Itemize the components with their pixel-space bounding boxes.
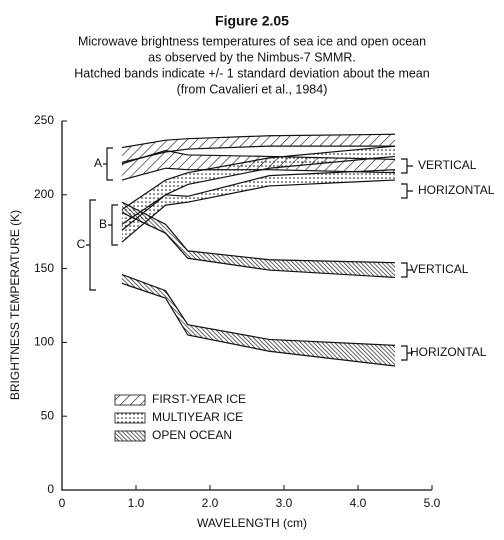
band-edge xyxy=(121,282,396,367)
y-tick-label: 100 xyxy=(34,335,54,349)
annotation: VERTICAL xyxy=(418,158,477,172)
band-edge xyxy=(121,201,396,264)
band-fill xyxy=(121,169,395,243)
bracket-label: B xyxy=(99,217,107,231)
band-edge xyxy=(121,167,396,181)
band-fill xyxy=(121,134,395,163)
y-tick-label: 250 xyxy=(34,113,54,127)
band-fill xyxy=(121,146,395,231)
chart-title: Figure 2.05 xyxy=(215,13,289,29)
x-tick-label: 4.0 xyxy=(350,496,367,510)
x-axis-label: WAVELENGTH (cm) xyxy=(197,516,307,530)
band-edge xyxy=(121,133,396,149)
subtitle: (from Cavalieri et al., 1984) xyxy=(177,82,328,96)
subtitle: Microwave brightness temperatures of sea… xyxy=(78,34,426,48)
y-tick-label: 200 xyxy=(34,187,54,201)
legend-label: OPEN OCEAN xyxy=(152,428,232,442)
x-tick-label: 0 xyxy=(59,496,66,510)
annotation-bracket xyxy=(401,345,413,361)
annotation-bracket xyxy=(401,262,413,278)
annotation: VERTICAL xyxy=(410,262,469,276)
legend-swatch xyxy=(114,394,146,406)
band-edge xyxy=(121,211,396,279)
legend-swatch xyxy=(114,430,146,442)
subtitle: as observed by the Nimbus-7 SMMR. xyxy=(148,50,356,64)
legend-label: MULTIYEAR ICE xyxy=(152,410,243,424)
bracket-label: C xyxy=(77,237,86,251)
band-edge xyxy=(121,273,396,346)
y-tick-label: 150 xyxy=(34,261,54,275)
subtitle: Hatched bands indicate +/- 1 standard de… xyxy=(74,66,429,80)
band-fill xyxy=(121,274,395,367)
annotation: HORIZONTAL xyxy=(410,345,487,359)
legend-swatch xyxy=(114,412,146,424)
y-tick-label: 50 xyxy=(41,408,55,422)
annotation: HORIZONTAL xyxy=(418,183,495,197)
x-tick-label: 2.0 xyxy=(202,496,219,510)
y-axis-label: BRIGHTNESS TEMPERATURE (K) xyxy=(8,210,22,400)
x-tick-label: 5.0 xyxy=(424,496,441,510)
band-edge xyxy=(121,169,396,225)
annotation-bracket xyxy=(401,183,413,199)
bracket xyxy=(103,147,113,181)
band-fill xyxy=(121,202,395,278)
x-tick-label: 3.0 xyxy=(276,496,293,510)
bracket-label: A xyxy=(94,156,102,170)
bracket xyxy=(86,199,96,291)
annotation-bracket xyxy=(401,158,413,174)
band-edge xyxy=(121,145,396,211)
x-tick-label: 1.0 xyxy=(128,496,145,510)
y-tick-label: 0 xyxy=(47,482,54,496)
legend-label: FIRST-YEAR ICE xyxy=(152,392,246,406)
bracket xyxy=(108,204,118,246)
